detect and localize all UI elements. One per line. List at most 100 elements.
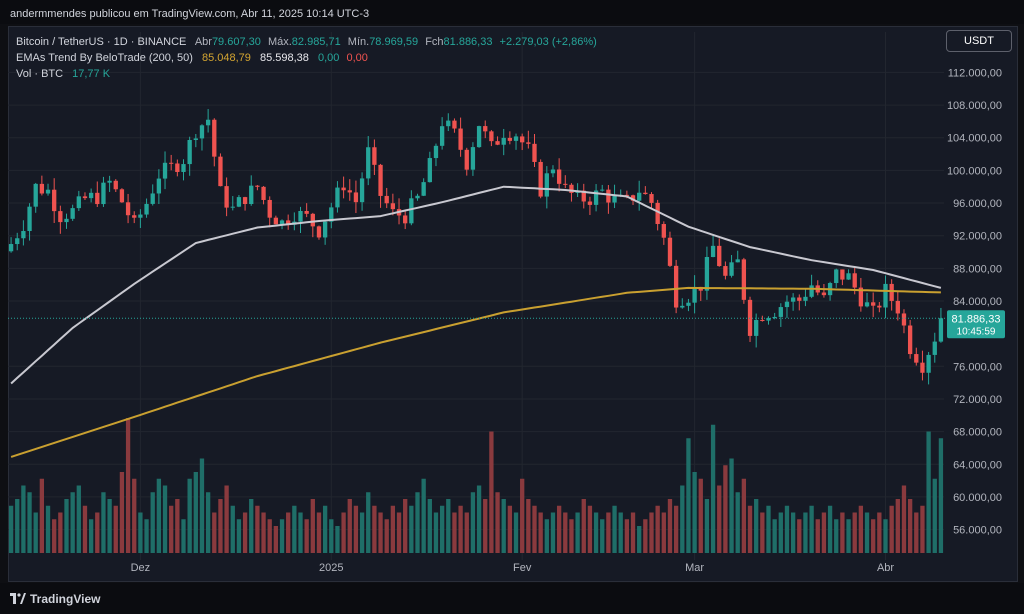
candle-body [107, 180, 112, 183]
price-badge-value: 81.886,33 [952, 313, 1001, 325]
candle-body [741, 259, 747, 300]
candle-body [421, 182, 426, 196]
candle-body [772, 316, 777, 319]
volume-bar [88, 519, 94, 553]
volume-bar [372, 505, 377, 553]
price-tick-label: 68.000,00 [953, 427, 1002, 439]
volume-bar [864, 512, 870, 553]
volume-bar [310, 499, 315, 553]
candle-body [932, 341, 937, 355]
ema-zero-down: 0,00 [346, 52, 368, 64]
price-tick-label: 88.000,00 [953, 263, 1002, 275]
candle-body [8, 244, 14, 252]
candle-body [747, 299, 753, 336]
currency-button[interactable]: USDT [946, 30, 1012, 52]
candle-body [766, 318, 771, 321]
candle-body [600, 189, 605, 191]
volume-bar [717, 485, 722, 553]
volume-bar [600, 519, 605, 553]
candle-body [193, 138, 198, 140]
candle-body [889, 283, 894, 301]
candle-body [501, 137, 506, 145]
volume-bar [877, 512, 882, 553]
volume-bar [329, 519, 334, 553]
candle-body [310, 213, 315, 227]
candle-body [704, 257, 710, 291]
volume-bar [538, 512, 543, 553]
candle-body [353, 192, 359, 203]
volume-bar [575, 512, 580, 553]
volume-bar [735, 492, 740, 553]
candle-body [914, 354, 919, 363]
chart-panel[interactable] [8, 26, 1018, 582]
volume-bar [341, 512, 346, 553]
volume-bar [230, 505, 235, 553]
low-label: Mín. [347, 36, 370, 48]
candle-body [359, 178, 365, 203]
volume-bar [797, 519, 802, 553]
candle-body [858, 287, 864, 307]
candle-body [544, 173, 549, 197]
candle-body [329, 207, 334, 222]
volume-bar [612, 505, 617, 553]
price-tick-label: 96.000,00 [953, 198, 1002, 210]
volume-bar [704, 499, 710, 553]
candle-body [926, 354, 931, 373]
candle-body [162, 162, 168, 179]
tradingview-logo-icon [10, 593, 26, 604]
candle-body [95, 192, 100, 205]
candle-body [717, 245, 722, 267]
candle-body [852, 273, 857, 288]
volume-bar [403, 499, 408, 553]
volume-bar [45, 505, 51, 553]
volume-bar [33, 512, 38, 553]
volume-bar [175, 499, 180, 553]
candle-body [593, 190, 599, 205]
candle-body [563, 183, 568, 185]
volume-indicator-title[interactable]: Vol · BTC [16, 68, 64, 80]
candle-body [372, 147, 377, 165]
candle-body [846, 273, 851, 280]
volume-bar [273, 526, 279, 553]
high-value: 82.985,71 [291, 36, 341, 48]
time-axis: Dez 2025 Fev Mar Abr [131, 562, 895, 574]
volume-bar [156, 478, 162, 553]
volume-bar [692, 472, 697, 553]
volume-bar [335, 526, 340, 553]
volume-bar [470, 492, 476, 553]
price-tick-label: 72.000,00 [953, 394, 1002, 406]
candle-body [427, 158, 432, 183]
candle-body [790, 297, 796, 302]
legend-volume-row[interactable]: Vol · BTC 17,77 K [16, 66, 601, 82]
candle-body [279, 220, 285, 225]
volume-bar [187, 478, 192, 553]
candle-body [778, 307, 783, 317]
volume-bar [686, 438, 691, 553]
candle-body [723, 266, 728, 276]
candle-body [809, 285, 814, 297]
volume-bar [415, 492, 420, 553]
legend-symbol-row[interactable]: Bitcoin / TetherUS · 1D · BINANCE Abr79.… [16, 34, 601, 50]
candle-body [938, 318, 944, 342]
volume-bar [359, 512, 365, 553]
ema-indicator-title[interactable]: EMAs Trend By BeloTrade (200, 50) [16, 52, 193, 64]
volume-bar [27, 492, 32, 553]
volume-bar [39, 478, 45, 553]
volume-bar [446, 499, 451, 553]
candle-body [384, 195, 389, 204]
volume-bar [920, 505, 925, 553]
legend-ema-row[interactable]: EMAs Trend By BeloTrade (200, 50) 85.048… [16, 50, 601, 66]
volume-bar [587, 505, 593, 553]
volume-bar [458, 505, 463, 553]
candle-body [470, 147, 476, 170]
volume-bar [698, 478, 703, 553]
symbol-title[interactable]: Bitcoin / TetherUS · 1D · BINANCE [16, 36, 187, 48]
volume-bar [205, 492, 211, 553]
tradingview-brand[interactable]: TradingView [10, 592, 100, 606]
candle-body [409, 198, 414, 224]
volume-bar [766, 505, 771, 553]
candle-body [175, 163, 180, 172]
volume-bar [304, 519, 309, 553]
publisher-caption: andermmendes publicou em TradingView.com… [10, 8, 370, 20]
